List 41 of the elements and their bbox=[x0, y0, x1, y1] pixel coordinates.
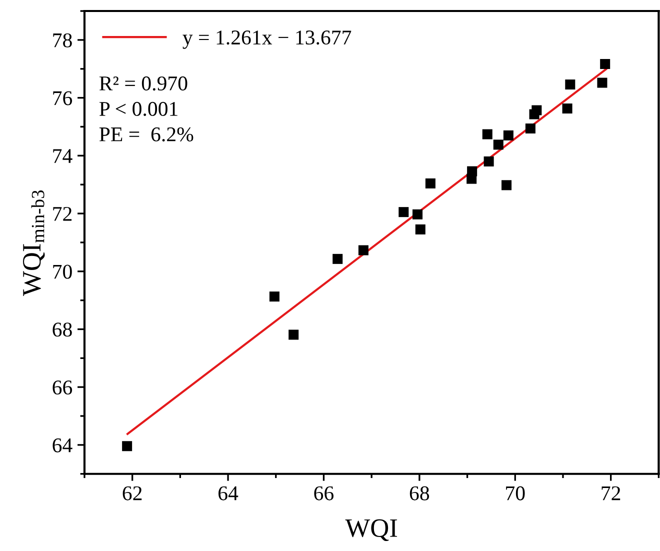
point bbox=[425, 178, 436, 188]
x-tick-label: 68 bbox=[410, 486, 430, 500]
annotation: P < 0.001 bbox=[99, 102, 178, 116]
point bbox=[398, 207, 409, 218]
point bbox=[600, 58, 610, 69]
annotation: R² = 0.970 bbox=[99, 76, 188, 91]
point bbox=[532, 105, 542, 116]
point bbox=[493, 140, 504, 150]
x-tick-label: 72 bbox=[602, 486, 620, 500]
y-tick-label: 70 bbox=[53, 264, 72, 279]
y-tick-label: 78 bbox=[53, 33, 72, 48]
y-tick-label: 68 bbox=[52, 322, 72, 337]
point bbox=[412, 209, 423, 220]
x-tick-label: 64 bbox=[218, 486, 238, 500]
point bbox=[525, 123, 536, 134]
y-axis-title: WQI$_{min-b3}$ bbox=[22, 190, 45, 296]
point bbox=[597, 78, 608, 88]
x-tick-label: 70 bbox=[506, 486, 525, 500]
point bbox=[565, 79, 576, 90]
point bbox=[358, 245, 368, 256]
point bbox=[562, 104, 572, 114]
point bbox=[269, 292, 280, 302]
y-tick-label: 76 bbox=[53, 91, 72, 106]
x-tick-label: 66 bbox=[314, 486, 334, 500]
y-tick-label: 64 bbox=[52, 438, 72, 452]
y-tick-label: 74 bbox=[53, 149, 72, 163]
x-axis-title: WQI bbox=[345, 519, 398, 542]
point bbox=[332, 254, 343, 264]
point bbox=[482, 129, 492, 140]
point bbox=[503, 130, 514, 140]
point bbox=[484, 156, 494, 166]
point bbox=[415, 224, 426, 234]
point bbox=[467, 166, 478, 176]
point bbox=[288, 330, 299, 340]
point bbox=[122, 441, 132, 452]
y-tick-label: 72 bbox=[53, 206, 72, 221]
x-tick-label: 62 bbox=[122, 486, 142, 500]
point bbox=[502, 180, 512, 190]
y-tick-label: 66 bbox=[52, 380, 72, 395]
legend-label: y = 1.261x − 13.677 bbox=[182, 30, 352, 49]
annotation: PE = 6.2% bbox=[99, 127, 194, 142]
